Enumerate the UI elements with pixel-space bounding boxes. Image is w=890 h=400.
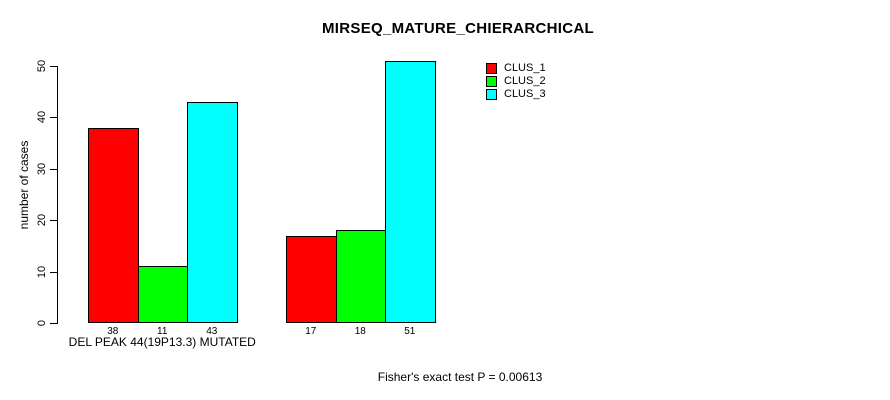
y-axis-tick-label: 20 <box>36 214 48 227</box>
legend-label: CLUS_3 <box>504 88 546 100</box>
legend-swatch-clus_1 <box>486 63 497 74</box>
legend-item: CLUS_2 <box>486 75 546 88</box>
legend-swatch-clus_2 <box>486 76 497 87</box>
y-axis-tick-label: 30 <box>36 162 48 175</box>
chart-title: MIRSEQ_MATURE_CHIERARCHICAL <box>322 20 594 37</box>
bar-value-label: 17 <box>305 326 317 337</box>
y-axis-line <box>57 66 58 324</box>
y-axis-tick <box>50 220 57 222</box>
bar-clus_3 <box>385 60 436 323</box>
bar-clus_2 <box>137 266 188 323</box>
bar-clus_1 <box>286 235 337 323</box>
bar-clus_2 <box>335 230 386 323</box>
x-axis-group-label: DEL PEAK 44(19P13.3) MUTATED <box>68 335 256 349</box>
y-axis-tick-label: 10 <box>36 265 48 278</box>
legend: CLUS_1 CLUS_2 CLUS_3 <box>486 62 546 101</box>
bar-value-label: 51 <box>404 326 416 337</box>
y-axis-tick-label: 0 <box>36 319 48 327</box>
y-axis-tick-label: 50 <box>36 59 48 73</box>
legend-item: CLUS_1 <box>486 62 546 75</box>
legend-item: CLUS_3 <box>486 88 546 101</box>
y-axis-tick <box>50 271 57 273</box>
fisher-test-annotation: Fisher's exact test P = 0.00613 <box>377 370 543 384</box>
y-axis-tick-label: 40 <box>36 111 48 124</box>
y-axis-tick <box>50 323 57 324</box>
legend-label: CLUS_1 <box>504 62 546 74</box>
legend-label: CLUS_2 <box>504 75 546 87</box>
bar-clus_1 <box>88 127 139 323</box>
bar-value-label: 18 <box>354 326 366 337</box>
bar-value-label: 38 <box>107 326 119 337</box>
y-axis-tick <box>50 168 57 170</box>
bar-value-label: 43 <box>206 326 218 337</box>
legend-swatch-clus_3 <box>486 89 497 100</box>
bar-value-label: 11 <box>157 326 168 337</box>
y-axis-tick <box>50 66 57 67</box>
y-axis-tick <box>50 117 57 119</box>
y-axis-label: number of cases <box>17 140 31 230</box>
bar-clus_3 <box>187 101 238 323</box>
